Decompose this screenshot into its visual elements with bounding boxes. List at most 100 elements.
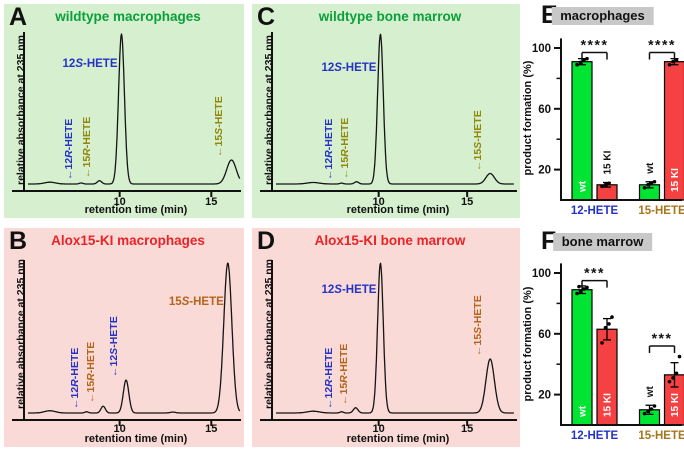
peak-label-15r-hete: ←15R-HETE xyxy=(337,343,350,405)
data-point xyxy=(575,62,579,67)
peak-label-15s-hete: ←15S-HETE xyxy=(472,109,485,171)
y-tick-label: 20 xyxy=(538,165,551,177)
peak-label-12r-hete: ←12R-HETE xyxy=(323,118,336,181)
peak-label-12s-hete: 12S-HETE xyxy=(62,58,118,70)
data-point xyxy=(603,183,608,187)
x-tick-label: 10 xyxy=(114,196,126,208)
data-point xyxy=(646,183,650,187)
panel-letter: A xyxy=(9,3,28,31)
data-point xyxy=(578,60,583,65)
bar-label-15-ki: 15 KI xyxy=(670,168,681,192)
panel-letter: C xyxy=(257,3,276,31)
x-tick-label: 10 xyxy=(114,423,126,435)
group-label-15-hete: 15-HETE xyxy=(638,205,684,217)
panel-d-chromatogram: D Alox15-KI bone marrow relative absorba… xyxy=(252,227,520,447)
significance-stars: *** xyxy=(584,265,605,281)
data-point xyxy=(674,58,679,62)
data-point xyxy=(667,379,672,384)
data-point xyxy=(642,411,647,416)
panel-b-chromatogram: B Alox15-KI macrophages relative absorba… xyxy=(4,227,244,447)
x-tick-label: 15 xyxy=(205,423,217,435)
x-axis-label: retention time (min) xyxy=(346,204,450,216)
panel-f-bar-chart: F bone marrow product formation (%) 20 60… xyxy=(521,226,684,451)
bar-label-15-ki: 15 KI xyxy=(603,150,614,174)
y-tick-label: 100 xyxy=(532,43,551,55)
data-point xyxy=(607,322,611,326)
group-label-15-hete: 15-HETE xyxy=(638,430,684,442)
bar-label-wt: wt xyxy=(645,385,656,398)
x-axis-label: retention time (min) xyxy=(84,204,188,216)
panel-title: macrophages xyxy=(551,7,654,25)
y-tick-label: 20 xyxy=(538,390,551,402)
data-point xyxy=(652,404,657,408)
peak-label-12s-hete: 12S-HETE xyxy=(321,62,377,74)
panel-title: Alox15-KI macrophages xyxy=(51,233,205,248)
data-point xyxy=(667,62,672,67)
y-tick-label: 60 xyxy=(538,104,551,116)
data-point xyxy=(578,289,583,294)
data-point xyxy=(607,181,611,186)
panel-title: bone marrow xyxy=(552,233,653,251)
x-axis-label: retention time (min) xyxy=(346,433,450,445)
data-point xyxy=(585,56,589,61)
data-point xyxy=(671,376,675,380)
bar-chart-plot: 20 60 100 wt 15 KI wt 15 KI *** 12-HETE *** 15-HET… xyxy=(532,263,684,442)
data-point xyxy=(582,58,586,62)
chromatogram-curve xyxy=(275,262,515,414)
data-point xyxy=(582,287,586,291)
bar-wt xyxy=(571,61,593,201)
panel-title: wildtype macrophages xyxy=(55,9,201,24)
x-tick-label: 15 xyxy=(205,196,217,208)
bar-chart-plot: 20 60 100 wt 15 KI wt 15 KI **** 12-HETE **** 15-H… xyxy=(532,37,684,217)
data-point xyxy=(649,407,654,411)
data-point xyxy=(649,181,654,186)
panel-letter: B xyxy=(9,227,28,255)
bar-wt xyxy=(571,289,593,426)
data-point xyxy=(671,59,675,64)
y-tick-label: 60 xyxy=(538,329,551,341)
data-point xyxy=(577,284,581,289)
data-point xyxy=(677,354,682,359)
significance-stars: **** xyxy=(581,37,609,53)
chromatogram-plot: 10 15 xyxy=(12,260,241,435)
panel-letter: F xyxy=(541,227,557,255)
x-tick-label: 15 xyxy=(461,423,473,435)
panel-title: wildtype bone marrow xyxy=(318,9,462,24)
data-point xyxy=(642,186,647,190)
peak-label-15s-hete: ←15S-HETE xyxy=(472,295,485,356)
panel-a-chromatogram: A wildtype macrophages relative absorban… xyxy=(4,3,244,218)
peak-label-15r-hete: ←15R-HETE xyxy=(338,117,351,179)
peak-label-12r-hete: ←12R-HETE xyxy=(323,347,336,409)
peak-label-15r-hete: ←15R-HETE xyxy=(81,116,94,178)
data-point xyxy=(610,315,614,319)
y-tick-label: 100 xyxy=(532,268,551,280)
peak-label-15s-hete: ←15S-HETE xyxy=(213,96,226,157)
bar-label-15-ki: 15 KI xyxy=(603,393,614,417)
group-label-12-hete: 12-HETE xyxy=(571,430,619,442)
bar-label-15-ki: 15 KI xyxy=(670,393,681,417)
panel-title: Alox15-KI bone marrow xyxy=(314,233,466,248)
data-point xyxy=(585,285,589,290)
data-point xyxy=(575,291,579,296)
panel-c-chromatogram: C wildtype bone marrow relative absorban… xyxy=(252,3,520,218)
chromatogram-curve xyxy=(27,33,241,185)
x-axis-label: retention time (min) xyxy=(84,433,188,445)
peak-label-12r-hete: ←12R-HETE xyxy=(68,347,81,409)
chromatogram-plot: 10 15 xyxy=(260,32,517,208)
x-tick-label: 10 xyxy=(373,423,385,435)
peak-label-15r-hete: ←15R-HETE xyxy=(85,341,98,404)
bar-label-wt: wt xyxy=(645,162,656,175)
panel-letter: D xyxy=(257,227,276,255)
peak-label-12r-hete: ←12R-HETE xyxy=(63,118,76,180)
data-point xyxy=(646,409,650,414)
bar-label-wt: wt xyxy=(578,180,589,193)
peak-label-15s-hete: 15S-HETE xyxy=(168,296,224,308)
significance-stars: *** xyxy=(652,330,673,346)
panel-e-bar-chart: E macrophages product formation (%) 20 60… xyxy=(521,0,684,224)
chromatogram-curve xyxy=(27,262,241,414)
data-point xyxy=(600,184,604,189)
chromatogram-plot: 10 15 xyxy=(12,32,241,208)
chromatogram-curve xyxy=(275,33,515,185)
peak-label-12s-hete: 12S-HETE xyxy=(321,284,377,296)
